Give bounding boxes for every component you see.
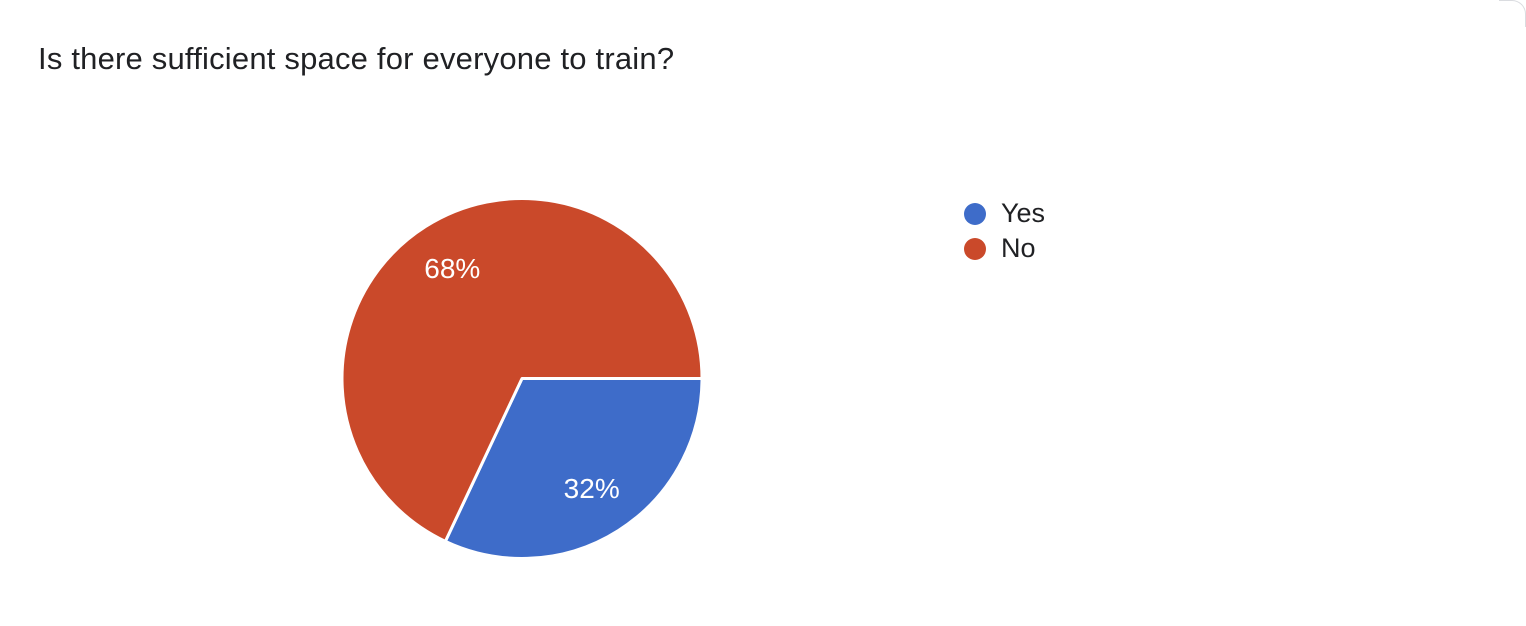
question-title: Is there sufficient space for everyone t… [38, 41, 675, 76]
legend-label-yes: Yes [1001, 198, 1046, 228]
legend-item-no: No [964, 231, 1045, 266]
chart-legend: Yes No [964, 196, 1045, 266]
pie-slice-no[interactable] [340, 197, 704, 543]
legend-swatch-no-icon [964, 237, 986, 260]
pie-slice-yes[interactable] [443, 377, 704, 560]
legend-item-yes: Yes [964, 196, 1045, 231]
legend-swatch-yes-icon [964, 202, 986, 225]
legend-label-no: No [1001, 233, 1036, 263]
